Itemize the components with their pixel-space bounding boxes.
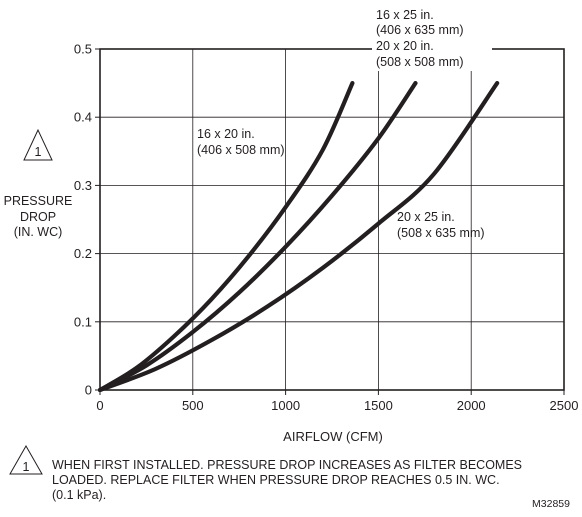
x-tick-label: 0: [96, 398, 103, 413]
grid: [100, 49, 564, 390]
x-tick-label: 1000: [271, 398, 300, 413]
svg-text:(406 x 508 mm): (406 x 508 mm): [197, 143, 285, 157]
x-tick-label: 500: [182, 398, 204, 413]
svg-text:16 x 25 in.: 16 x 25 in.: [376, 8, 434, 22]
series-label-16x20: 16 x 20 in. (406 x 508 mm): [197, 127, 285, 157]
tick-labels: 0 500 1000 1500 2000 2500 0 0.1 0.2 0.3 0.4 0.5: [74, 42, 579, 414]
footnote-text: WHEN FIRST INSTALLED. PRESSURE DROP INCR…: [52, 458, 523, 502]
y-tick-label: 0.3: [74, 178, 92, 193]
y-axis-label-line1: PRESSURE: [4, 194, 73, 208]
svg-text:(508 x 635 mm): (508 x 635 mm): [397, 226, 485, 240]
y-tick-label: 0.4: [74, 110, 92, 125]
curves: [97, 81, 500, 393]
footnote-marker-number: 1: [23, 460, 30, 474]
figure-code: M32859: [532, 498, 570, 510]
x-tick-label: 1500: [364, 398, 393, 413]
series-label-20x25: 20 x 25 in. (508 x 635 mm): [397, 210, 485, 240]
x-tick-label: 2000: [457, 398, 486, 413]
x-axis-label: AIRFLOW (CFM): [283, 429, 383, 444]
y-tick-label: 0.1: [74, 314, 92, 329]
svg-text:20 x 20 in.: 20 x 20 in.: [376, 39, 434, 53]
y-tick-label: 0: [85, 383, 92, 398]
svg-text:20 x 25 in.: 20 x 25 in.: [397, 210, 455, 224]
y-axis-label-line2: DROP: [20, 210, 56, 224]
svg-text:(508 x 508 mm): (508 x 508 mm): [376, 55, 464, 69]
svg-text:16 x 20 in.: 16 x 20 in.: [197, 127, 255, 141]
note-marker-triangle: 1: [23, 128, 53, 161]
note-marker-number: 1: [35, 145, 42, 159]
series-line-2: [97, 81, 500, 393]
axes: [95, 48, 565, 395]
y-tick-label: 0.5: [74, 42, 92, 57]
x-tick-label: 2500: [550, 398, 579, 413]
series-line-0: [97, 81, 355, 393]
series-label-16x25-20x20: 16 x 25 in. (406 x 635 mm) 20 x 20 in. (…: [372, 5, 492, 71]
y-tick-label: 0.2: [74, 246, 92, 261]
svg-text:(406 x 635 mm): (406 x 635 mm): [376, 23, 464, 37]
y-axis-label-line3: (IN. WC): [14, 225, 63, 239]
footnote-marker-triangle: 1: [9, 444, 43, 475]
plot-frame: [99, 48, 565, 391]
series-line-1: [97, 81, 418, 393]
